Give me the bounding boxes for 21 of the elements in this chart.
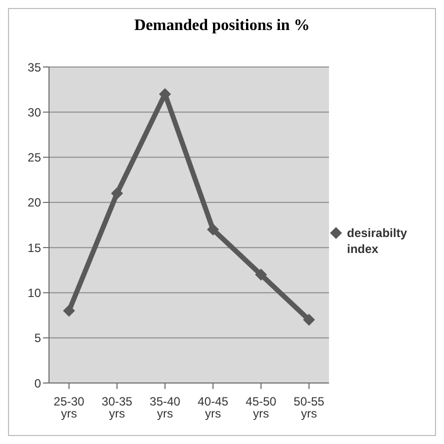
point [63,304,75,317]
y-tick-label: 25 [28,150,42,165]
x-tick-label: 30-35 yrs [102,394,133,421]
x-tick-label: 50-55 yrs [294,394,325,421]
x-tick-label: 45-50 yrs [246,394,277,421]
y-tick-label: 35 [28,60,42,74]
y-tick-label: 30 [28,105,42,120]
x-tick-label: 35-40 yrs [150,394,181,421]
chart-title: Demanded positions in % [133,16,311,36]
y-tick-label: 0 [34,376,42,390]
y-tick-label: 15 [28,240,42,255]
legend-label: desirabilty index [347,225,408,257]
x-tick-label: 25-30 yrs [54,394,85,421]
y-tick-label: 5 [34,331,42,346]
y-tick-label: 20 [28,196,42,210]
point [207,224,219,236]
x-tick-label: 40-45 yrs [198,394,229,421]
y-tick-label: 10 [28,286,42,300]
point [111,187,123,200]
point [303,314,315,326]
point [255,268,267,281]
